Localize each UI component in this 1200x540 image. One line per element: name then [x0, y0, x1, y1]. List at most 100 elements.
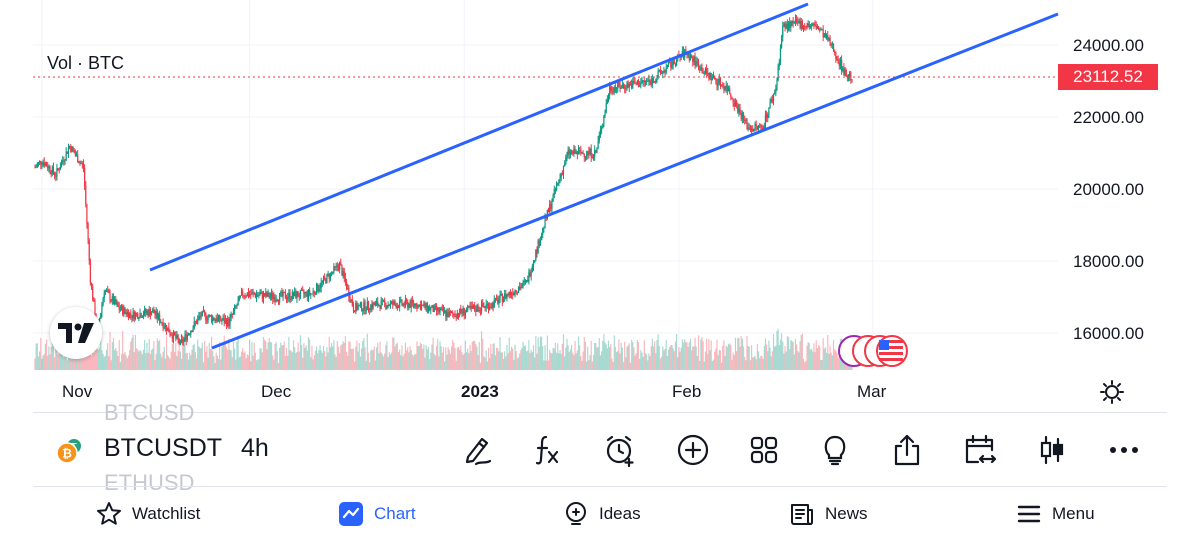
candle-body	[464, 312, 467, 316]
nav-menu[interactable]: Menu	[1016, 498, 1095, 530]
economic-events-icon[interactable]	[836, 333, 908, 369]
candle-body	[266, 292, 268, 297]
layouts-button[interactable]	[747, 432, 781, 468]
volume-bar	[731, 360, 733, 370]
volume-bar	[684, 339, 686, 370]
volume-bar	[238, 357, 240, 370]
interval-selector[interactable]: 4h	[241, 434, 269, 462]
volume-bar	[195, 358, 198, 370]
candle-body	[50, 172, 52, 175]
volume-bar	[681, 339, 683, 370]
alert-button[interactable]	[603, 432, 637, 468]
candle-body	[126, 311, 128, 315]
candle-body	[345, 282, 348, 290]
tradingview-logo[interactable]	[50, 307, 102, 359]
volume-bar	[797, 350, 799, 370]
symbol-name[interactable]: BTCUSDT	[104, 434, 223, 462]
volume-bar	[522, 341, 524, 370]
candle-body	[373, 303, 375, 306]
candle-body	[574, 148, 576, 154]
candle-body	[244, 295, 246, 297]
candle-body	[732, 98, 734, 104]
candle-body	[285, 298, 288, 300]
volume-bar	[109, 332, 111, 370]
nav-ideas[interactable]: Ideas	[563, 498, 641, 530]
candle-body	[725, 85, 727, 89]
volume-bar	[484, 357, 486, 370]
volume-bar	[418, 346, 420, 370]
volume-bar	[120, 353, 123, 370]
candle-body	[674, 63, 677, 66]
candle-body	[403, 303, 405, 306]
volume-bar	[513, 359, 515, 370]
volume-bar	[104, 355, 106, 370]
candle-body	[34, 167, 36, 169]
candle-body	[313, 291, 315, 294]
volume-bar	[126, 358, 128, 370]
candle-body	[213, 317, 215, 321]
volume-bar	[622, 361, 625, 370]
candle-body	[654, 81, 656, 83]
candle-body	[791, 20, 793, 22]
volume-bar	[261, 352, 263, 370]
candle-body	[358, 305, 360, 307]
volume-bar	[552, 347, 554, 370]
volume-bar	[213, 356, 215, 370]
candle-body	[530, 272, 532, 276]
volume-bar	[703, 361, 705, 370]
nav-chart[interactable]: Chart	[338, 498, 416, 530]
candle-body	[369, 308, 371, 311]
volume-bar	[634, 355, 636, 370]
volume-bar	[441, 352, 443, 370]
volume-bar	[392, 337, 394, 370]
chart-type-button[interactable]	[1035, 432, 1069, 468]
volume-bar	[179, 351, 181, 370]
candle-body	[704, 68, 707, 73]
candle-body	[255, 294, 258, 298]
chart-settings-icon[interactable]	[1100, 380, 1124, 404]
candle-body	[644, 81, 647, 83]
price-chart[interactable]	[0, 0, 1200, 410]
date-range-button[interactable]	[963, 432, 997, 468]
volume-bar	[791, 340, 793, 370]
volume-bar	[477, 354, 479, 370]
volume-bar	[304, 347, 306, 370]
candle-body	[635, 83, 637, 85]
drawing-tools-button[interactable]	[460, 432, 494, 468]
candle-body	[359, 302, 362, 306]
nav-watchlist[interactable]: Watchlist	[96, 498, 200, 530]
volume-bar	[709, 350, 711, 370]
candle-body	[405, 299, 408, 302]
volume-bar	[67, 352, 70, 370]
nav-ideas-label: Ideas	[599, 504, 641, 523]
candle-body	[476, 305, 478, 312]
candle-body	[441, 308, 443, 310]
add-button[interactable]	[676, 432, 710, 468]
share-button[interactable]	[890, 432, 924, 468]
volume-bar	[741, 338, 743, 370]
ideas-bulb-button[interactable]	[818, 432, 852, 468]
volume-bar	[381, 353, 383, 370]
volume-bar	[514, 344, 516, 370]
volume-bar	[490, 343, 492, 370]
volume-bar	[836, 352, 838, 370]
date-range-icon	[965, 434, 997, 464]
volume-bar	[219, 342, 221, 370]
volume-bar	[429, 359, 431, 370]
candle-body	[652, 78, 655, 82]
indicators-button[interactable]	[530, 432, 564, 468]
volume-bar	[693, 346, 695, 370]
volume-bar	[137, 349, 139, 370]
volume-bar	[717, 355, 719, 370]
nav-news[interactable]: News	[789, 498, 868, 530]
candle-body	[777, 65, 779, 81]
volume-bar	[186, 352, 188, 370]
volume-bar	[538, 346, 540, 370]
candle-body	[655, 79, 657, 83]
candle-body	[513, 293, 515, 296]
candle-body	[47, 166, 49, 169]
volume-bar	[200, 348, 202, 370]
more-button[interactable]	[1107, 432, 1141, 468]
candle-body	[206, 319, 208, 321]
candle-body	[702, 72, 704, 74]
